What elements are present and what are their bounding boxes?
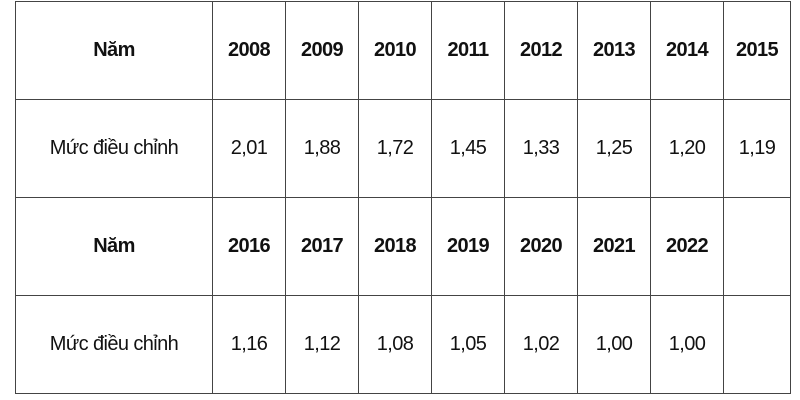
table-row: Năm 2008 2009 2010 2011 2012 2013 2014 2015 [15, 1, 791, 100]
year-cell: 2009 [285, 1, 359, 100]
value-cell: 1,72 [358, 99, 432, 198]
value-cell: 1,00 [650, 295, 724, 394]
table-row: Năm 2016 2017 2018 2019 2020 2021 2022 [15, 197, 791, 296]
row-header: Năm [15, 197, 213, 296]
year-cell: 2008 [212, 1, 286, 100]
year-cell: 2012 [504, 1, 578, 100]
adjustment-table: Năm 2008 2009 2010 2011 2012 2013 2014 2015 Mức đ… [15, 1, 791, 394]
year-cell: 2022 [650, 197, 724, 296]
value-cell: 1,08 [358, 295, 432, 394]
value-cell: 2,01 [212, 99, 286, 198]
empty-cell [723, 295, 791, 394]
value-cell: 1,00 [577, 295, 651, 394]
value-cell: 1,12 [285, 295, 359, 394]
value-cell: 1,20 [650, 99, 724, 198]
value-cell: 1,88 [285, 99, 359, 198]
empty-cell [723, 197, 791, 296]
year-cell: 2017 [285, 197, 359, 296]
year-cell: 2019 [431, 197, 505, 296]
year-cell: 2016 [212, 197, 286, 296]
year-cell: 2013 [577, 1, 651, 100]
value-cell: 1,25 [577, 99, 651, 198]
year-cell: 2020 [504, 197, 578, 296]
year-cell: 2018 [358, 197, 432, 296]
value-cell: 1,02 [504, 295, 578, 394]
row-header: Mức điều chỉnh [15, 99, 213, 198]
value-cell: 1,16 [212, 295, 286, 394]
row-header: Mức điều chỉnh [15, 295, 213, 394]
table-row: Mức điều chỉnh 2,01 1,88 1,72 1,45 1,33 1,25 1,… [15, 99, 791, 198]
value-cell: 1,19 [723, 99, 791, 198]
value-cell: 1,45 [431, 99, 505, 198]
year-cell: 2014 [650, 1, 724, 100]
year-cell: 2011 [431, 1, 505, 100]
value-cell: 1,33 [504, 99, 578, 198]
year-cell: 2021 [577, 197, 651, 296]
year-cell: 2010 [358, 1, 432, 100]
table-body: Năm 2008 2009 2010 2011 2012 2013 2014 2015 Mức đ… [15, 1, 791, 394]
year-cell: 2015 [723, 1, 791, 100]
table-row: Mức điều chỉnh 1,16 1,12 1,08 1,05 1,02 1,00 1,… [15, 295, 791, 394]
row-header: Năm [15, 1, 213, 100]
value-cell: 1,05 [431, 295, 505, 394]
